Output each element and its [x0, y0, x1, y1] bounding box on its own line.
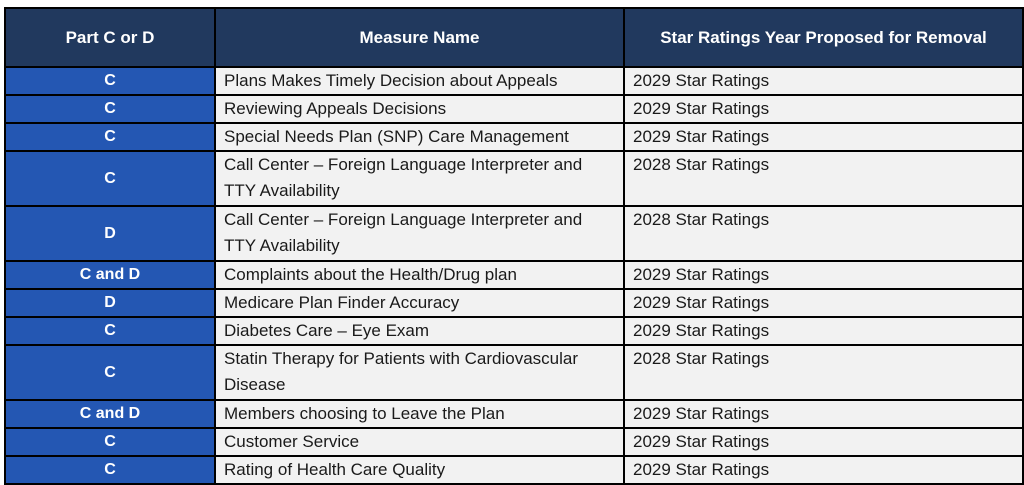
- measure-text: Medicare Plan Finder Accuracy: [224, 293, 460, 312]
- part-cell: C: [4, 344, 216, 401]
- year-cell: 2029 Star Ratings: [623, 94, 1024, 124]
- table-row: C Reviewing Appeals Decisions 2029 Star …: [4, 94, 1024, 124]
- table-row: C and D Members choosing to Leave the Pl…: [4, 399, 1024, 429]
- measure-cell: Complaints about the Health/Drug plan: [214, 260, 625, 290]
- year-text: 2029 Star Ratings: [633, 432, 770, 451]
- table-row: D Call Center – Foreign Language Interpr…: [4, 205, 1024, 262]
- measure-cell: Plans Makes Timely Decision about Appeal…: [214, 66, 625, 96]
- measure-cell: Special Needs Plan (SNP) Care Management: [214, 122, 625, 152]
- year-cell: 2029 Star Ratings: [623, 260, 1024, 290]
- year-cell: 2029 Star Ratings: [623, 122, 1024, 152]
- table-row: C Statin Therapy for Patients with Cardi…: [4, 344, 1024, 401]
- column-header-measure: Measure Name: [214, 7, 625, 68]
- part-cell: C: [4, 150, 216, 207]
- year-cell: 2029 Star Ratings: [623, 66, 1024, 96]
- measure-text: Reviewing Appeals Decisions: [224, 99, 447, 118]
- measures-removal-table: Part C or D Measure Name Star Ratings Ye…: [4, 7, 1024, 485]
- measure-cell: Reviewing Appeals Decisions: [214, 94, 625, 124]
- measure-text: Special Needs Plan (SNP) Care Management: [224, 127, 569, 146]
- year-cell: 2029 Star Ratings: [623, 399, 1024, 429]
- part-cell: C: [4, 66, 216, 96]
- year-text: 2029 Star Ratings: [633, 127, 770, 146]
- part-cell: D: [4, 288, 216, 318]
- year-cell: 2029 Star Ratings: [623, 316, 1024, 346]
- part-cell: C: [4, 427, 216, 457]
- table-row: C Diabetes Care – Eye Exam 2029 Star Rat…: [4, 316, 1024, 346]
- measure-text: Plans Makes Timely Decision about Appeal…: [224, 71, 558, 90]
- measure-cell: Statin Therapy for Patients with Cardiov…: [214, 344, 625, 401]
- measure-text: Diabetes Care – Eye Exam: [224, 321, 430, 340]
- year-text: 2029 Star Ratings: [633, 321, 770, 340]
- year-text: 2029 Star Ratings: [633, 71, 770, 90]
- part-cell: D: [4, 205, 216, 262]
- year-cell: 2028 Star Ratings: [623, 344, 1024, 401]
- year-cell: 2029 Star Ratings: [623, 427, 1024, 457]
- header-row: Part C or D Measure Name Star Ratings Ye…: [4, 7, 1024, 68]
- year-cell: 2029 Star Ratings: [623, 288, 1024, 318]
- year-text: 2028 Star Ratings: [633, 210, 770, 229]
- year-text: 2029 Star Ratings: [633, 99, 770, 118]
- year-text: 2029 Star Ratings: [633, 293, 770, 312]
- column-header-part: Part C or D: [4, 7, 216, 68]
- measure-text: Complaints about the Health/Drug plan: [224, 265, 517, 284]
- measure-cell: Call Center – Foreign Language Interpret…: [214, 205, 625, 262]
- table-row: C Call Center – Foreign Language Interpr…: [4, 150, 1024, 207]
- measure-text: Rating of Health Care Quality: [224, 460, 446, 479]
- measure-text: Statin Therapy for Patients with Cardiov…: [224, 349, 579, 394]
- year-text: 2029 Star Ratings: [633, 265, 770, 284]
- table-header: Part C or D Measure Name Star Ratings Ye…: [4, 7, 1024, 68]
- table-row: C Plans Makes Timely Decision about Appe…: [4, 66, 1024, 96]
- year-text: 2029 Star Ratings: [633, 460, 770, 479]
- part-cell: C and D: [4, 260, 216, 290]
- table-row: C Special Needs Plan (SNP) Care Manageme…: [4, 122, 1024, 152]
- part-cell: C: [4, 316, 216, 346]
- year-text: 2028 Star Ratings: [633, 155, 770, 174]
- measure-cell: Diabetes Care – Eye Exam: [214, 316, 625, 346]
- part-cell: C and D: [4, 399, 216, 429]
- measure-cell: Call Center – Foreign Language Interpret…: [214, 150, 625, 207]
- table-row: C and D Complaints about the Health/Drug…: [4, 260, 1024, 290]
- measure-text: Customer Service: [224, 432, 360, 451]
- column-header-year: Star Ratings Year Proposed for Removal: [623, 7, 1024, 68]
- part-cell: C: [4, 94, 216, 124]
- year-text: 2028 Star Ratings: [633, 349, 770, 368]
- measures-table-container: Part C or D Measure Name Star Ratings Ye…: [4, 7, 1024, 485]
- measure-cell: Medicare Plan Finder Accuracy: [214, 288, 625, 318]
- year-cell: 2028 Star Ratings: [623, 150, 1024, 207]
- table-row: D Medicare Plan Finder Accuracy 2029 Sta…: [4, 288, 1024, 318]
- measure-cell: Members choosing to Leave the Plan: [214, 399, 625, 429]
- table-body: C Plans Makes Timely Decision about Appe…: [4, 66, 1024, 485]
- year-cell: 2028 Star Ratings: [623, 205, 1024, 262]
- part-cell: C: [4, 122, 216, 152]
- measure-text: Call Center – Foreign Language Interpret…: [224, 210, 583, 255]
- measure-text: Members choosing to Leave the Plan: [224, 404, 505, 423]
- measure-cell: Customer Service: [214, 427, 625, 457]
- year-text: 2029 Star Ratings: [633, 404, 770, 423]
- table-row: C Customer Service 2029 Star Ratings: [4, 427, 1024, 457]
- measure-text: Call Center – Foreign Language Interpret…: [224, 155, 583, 200]
